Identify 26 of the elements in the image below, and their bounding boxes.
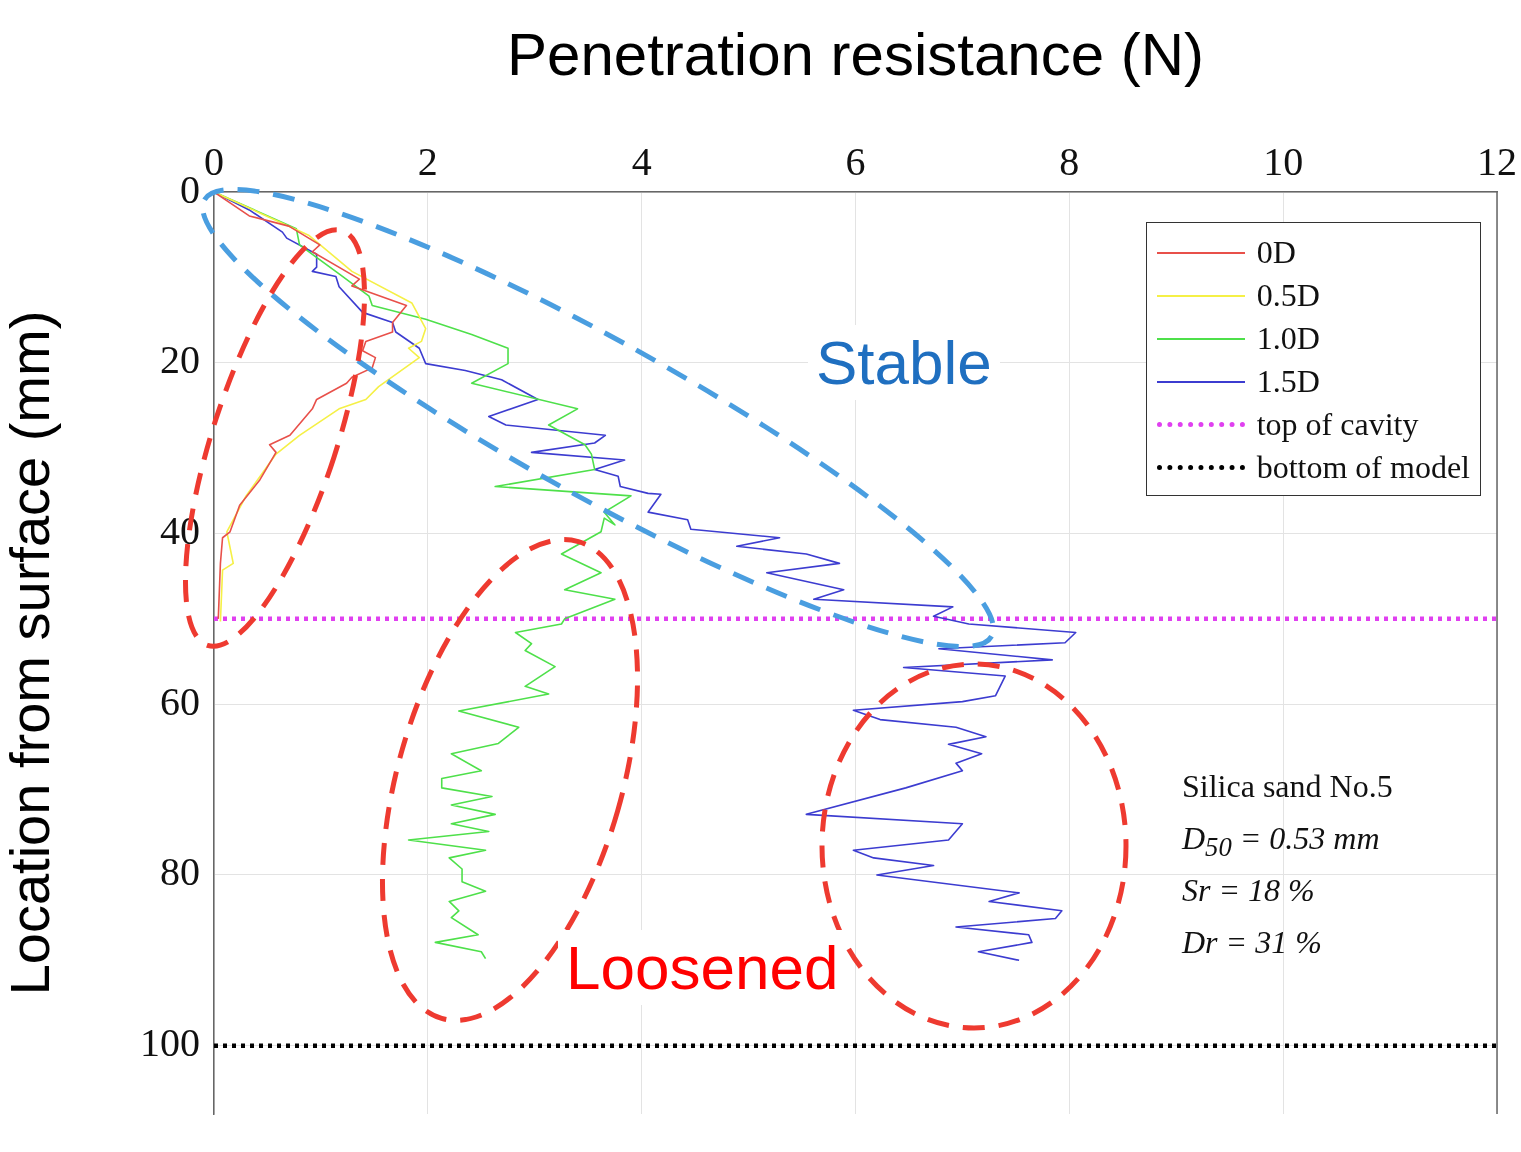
legend-label: 0.5D xyxy=(1256,277,1320,314)
legend-label: bottom of model xyxy=(1256,449,1470,486)
y-tick-label: 60 xyxy=(160,678,200,724)
legend-label: 1.5D xyxy=(1256,363,1320,400)
x-tick-label: 4 xyxy=(631,138,652,184)
y-axis-title: Location from surface (mm) xyxy=(0,310,62,996)
y-tick-label: 40 xyxy=(160,507,200,553)
annotation: Dr = 31 % xyxy=(1182,924,1322,961)
legend-label: 1.0D xyxy=(1256,320,1320,357)
x-tick-label: 8 xyxy=(1059,138,1080,184)
x-tick-label: 2 xyxy=(417,138,438,184)
annotation: Silica sand No.5 xyxy=(1182,768,1393,805)
annotation: D$_{50}$ = 0.53 mm xyxy=(1182,820,1380,864)
legend-label: top of cavity xyxy=(1256,406,1419,443)
y-tick-label: 0 xyxy=(180,166,200,212)
x-tick-label: 12 xyxy=(1477,138,1517,184)
y-tick-label: 100 xyxy=(140,1020,200,1066)
legend-label: 0D xyxy=(1256,234,1296,271)
y-tick-label: 80 xyxy=(160,849,200,895)
x-axis-title: Penetration resistance (N) xyxy=(507,20,1204,88)
annotation: Sr = 18 % xyxy=(1182,872,1315,909)
y-tick-label: 20 xyxy=(160,337,200,383)
x-tick-label: 10 xyxy=(1263,138,1304,184)
annotation: Loosened xyxy=(558,930,847,1005)
x-tick-label: 6 xyxy=(845,138,866,184)
annotation: Stable xyxy=(808,325,1000,400)
